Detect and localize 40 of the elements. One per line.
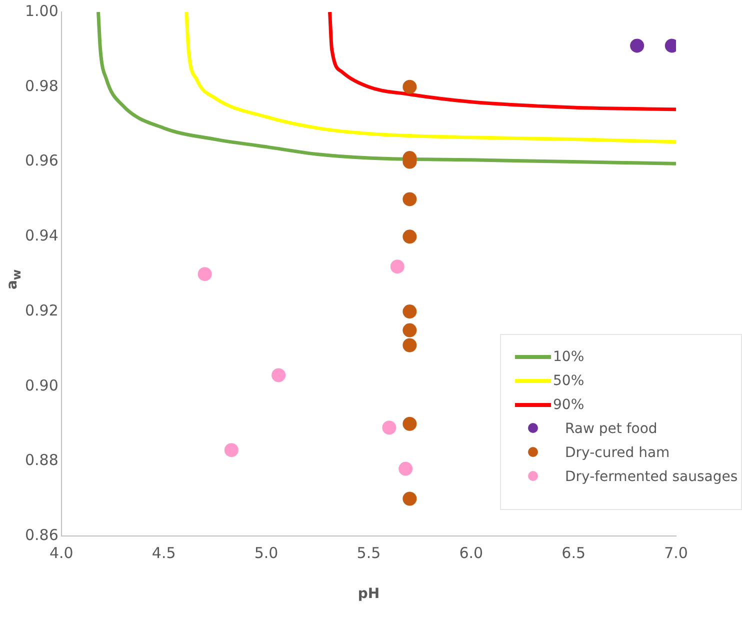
y-tick-label: 0.92: [24, 301, 58, 320]
point: [390, 260, 404, 274]
point: [382, 420, 396, 435]
legend-label: Dry-cured ham: [565, 445, 670, 461]
line-series: [96, 12, 676, 166]
x-tick-label: 5.0: [254, 544, 278, 562]
legend-label: Dry-fermented sausages: [565, 469, 738, 485]
y-tick-label: 0.88: [24, 451, 58, 470]
point: [398, 462, 413, 476]
line-series: [328, 12, 676, 112]
legend-label: 90%: [553, 397, 584, 413]
point: [402, 338, 417, 352]
y-tick-label: 1.00: [24, 2, 58, 20]
legend-label: 50%: [553, 373, 584, 389]
point: [198, 267, 212, 282]
point: [224, 443, 238, 458]
point: [402, 492, 417, 506]
point: [272, 368, 286, 382]
y-tick-label: 0.96: [24, 152, 58, 170]
x-tick-label: 4.0: [49, 544, 74, 562]
y-tick-label: 0.90: [24, 376, 58, 394]
point: [402, 323, 417, 338]
point: [402, 304, 417, 319]
x-tick-label: 7.0: [664, 544, 688, 562]
legend-label: 10%: [553, 349, 584, 365]
legend-label: Raw pet food: [565, 421, 658, 437]
x-tick-label: 5.5: [356, 544, 381, 562]
point: [402, 192, 417, 206]
x-tick-label: 4.5: [152, 544, 176, 562]
y-tick-label: 0.86: [24, 526, 58, 544]
line-series: [184, 12, 676, 144]
y-tick-label: 0.98: [24, 76, 58, 95]
point: [630, 38, 644, 53]
x-axis-title: pH: [358, 586, 380, 602]
point: [402, 80, 417, 94]
x-tick-label: 6.0: [459, 544, 484, 562]
point: [402, 230, 417, 244]
x-tick-label: 6.5: [562, 544, 586, 562]
y-tick-label: 0.94: [24, 226, 58, 245]
point: [402, 416, 417, 431]
